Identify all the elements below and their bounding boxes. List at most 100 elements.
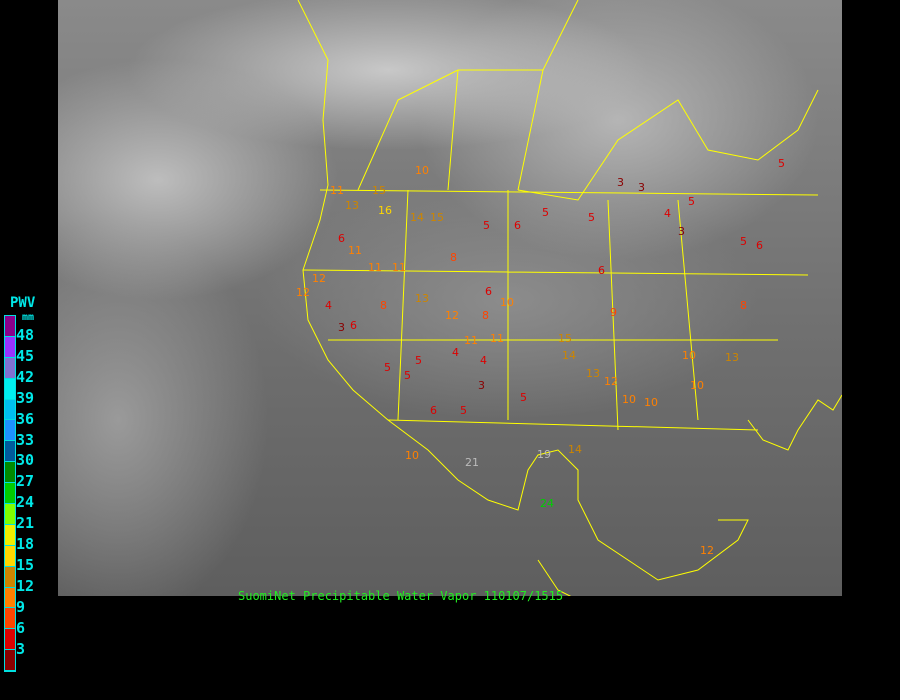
legend-swatch	[5, 566, 15, 588]
legend-swatch	[5, 545, 15, 567]
legend-tick-label: 12	[16, 576, 35, 595]
station-pwv-value: 8	[740, 299, 747, 312]
station-pwv-value: 3	[478, 379, 485, 392]
legend-tick-label: 3	[16, 639, 26, 658]
station-pwv-value: 14	[562, 349, 576, 362]
station-pwv-value: 6	[756, 239, 763, 252]
legend-tick-label: 9	[16, 597, 26, 616]
legend-swatch	[5, 462, 15, 484]
station-pwv-value: 15	[430, 211, 444, 224]
station-pwv-value: 8	[450, 251, 457, 264]
legend-swatch	[5, 378, 15, 400]
legend-tick-label: 27	[16, 472, 35, 491]
map-title: SuomiNet Precipitable Water Vapor 110107…	[238, 589, 564, 603]
station-pwv-value: 10	[415, 164, 429, 177]
station-pwv-value: 5	[542, 206, 549, 219]
station-pwv-value: 10	[622, 393, 636, 406]
station-pwv-value: 6	[598, 264, 605, 277]
legend-tick-label: 39	[16, 388, 35, 407]
legend-swatch	[5, 441, 15, 463]
station-pwv-value: 5	[588, 211, 595, 224]
station-pwv-value: 4	[480, 354, 487, 367]
station-pwv-value: 5	[778, 157, 785, 170]
legend-color-bar	[4, 315, 16, 673]
station-pwv-value: 12	[312, 272, 326, 285]
legend-tick-label: 48	[16, 326, 35, 344]
station-pwv-value: 8	[482, 309, 489, 322]
station-pwv-value: 3	[638, 181, 645, 194]
station-pwv-value: 5	[483, 219, 490, 232]
legend-swatch	[5, 587, 15, 609]
station-pwv-value: 4	[664, 207, 671, 220]
station-pwv-value: 15	[372, 184, 386, 197]
legend-swatch	[5, 357, 15, 379]
station-pwv-value: 10	[682, 349, 696, 362]
legend-tick-label: 33	[16, 430, 35, 449]
legend-tick-label: 36	[16, 409, 35, 428]
legend-swatch	[5, 504, 15, 525]
station-pwv-value: 12	[700, 544, 714, 557]
station-pwv-value: 14	[410, 211, 424, 224]
legend-swatch	[5, 629, 15, 651]
station-pwv-value: 16	[378, 204, 392, 217]
station-pwv-value: 3	[617, 176, 624, 189]
legend-swatch	[5, 650, 15, 672]
legend-swatch	[5, 420, 15, 442]
station-pwv-value: 13	[345, 199, 359, 212]
station-pwv-value: 3	[338, 321, 345, 334]
station-pwv-value: 11	[490, 332, 504, 345]
station-pwv-value: 12	[296, 286, 310, 299]
station-pwv-value: 8	[380, 299, 387, 312]
station-pwv-value: 21	[465, 456, 479, 469]
legend-swatch	[5, 483, 15, 505]
station-pwv-value: 11	[330, 184, 344, 197]
station-pwv-value: 4	[452, 346, 459, 359]
station-pwv-value: 11	[368, 261, 382, 274]
station-pwv-value: 3	[678, 225, 685, 238]
legend-tick-label: 30	[16, 451, 35, 470]
station-pwv-value: 12	[445, 309, 459, 322]
legend-swatch	[5, 336, 15, 358]
legend-tick-label: 6	[16, 618, 26, 637]
satellite-water-vapor-map	[58, 0, 842, 596]
legend-tick-label: 42	[16, 367, 35, 386]
station-pwv-value: 5	[415, 354, 422, 367]
legend-tick-label: 21	[16, 514, 35, 533]
station-pwv-value: 10	[644, 396, 658, 409]
station-pwv-value: 12	[604, 375, 618, 388]
station-pwv-value: 19	[537, 448, 551, 461]
station-pwv-value: 10	[405, 449, 419, 462]
legend-tick-label: 24	[16, 493, 35, 512]
station-pwv-value: 9	[610, 306, 617, 319]
station-pwv-value: 4	[325, 299, 332, 312]
station-pwv-value: 5	[688, 195, 695, 208]
station-pwv-value: 13	[415, 292, 429, 305]
station-pwv-value: 6	[350, 319, 357, 332]
station-pwv-value: 15	[558, 332, 572, 345]
political-boundaries	[297, 0, 842, 596]
station-pwv-value: 5	[404, 369, 411, 382]
station-pwv-value: 5	[740, 235, 747, 248]
station-pwv-value: 6	[338, 232, 345, 245]
station-pwv-value: 5	[384, 361, 391, 374]
legend-tick-label: 45	[16, 346, 35, 365]
station-pwv-value: 24	[540, 497, 554, 510]
station-pwv-value: 10	[690, 379, 704, 392]
station-pwv-value: 6	[430, 404, 437, 417]
legend-tick-label: 15	[16, 555, 35, 574]
legend-swatch	[5, 524, 15, 546]
station-pwv-value: 13	[586, 367, 600, 380]
legend-swatch	[5, 399, 15, 421]
legend-tick-label: 18	[16, 535, 35, 553]
station-pwv-value: 13	[725, 351, 739, 364]
legend-swatch	[5, 316, 15, 337]
station-pwv-value: 11	[348, 244, 362, 257]
station-pwv-value: 6	[514, 219, 521, 232]
legend-unit: mm	[22, 312, 35, 323]
station-pwv-value: 14	[568, 443, 582, 456]
station-pwv-value: 6	[485, 285, 492, 298]
legend-title: PWV	[10, 295, 36, 311]
station-pwv-value: 11	[392, 261, 406, 274]
legend-swatch	[5, 608, 15, 630]
station-pwv-value: 5	[460, 404, 467, 417]
